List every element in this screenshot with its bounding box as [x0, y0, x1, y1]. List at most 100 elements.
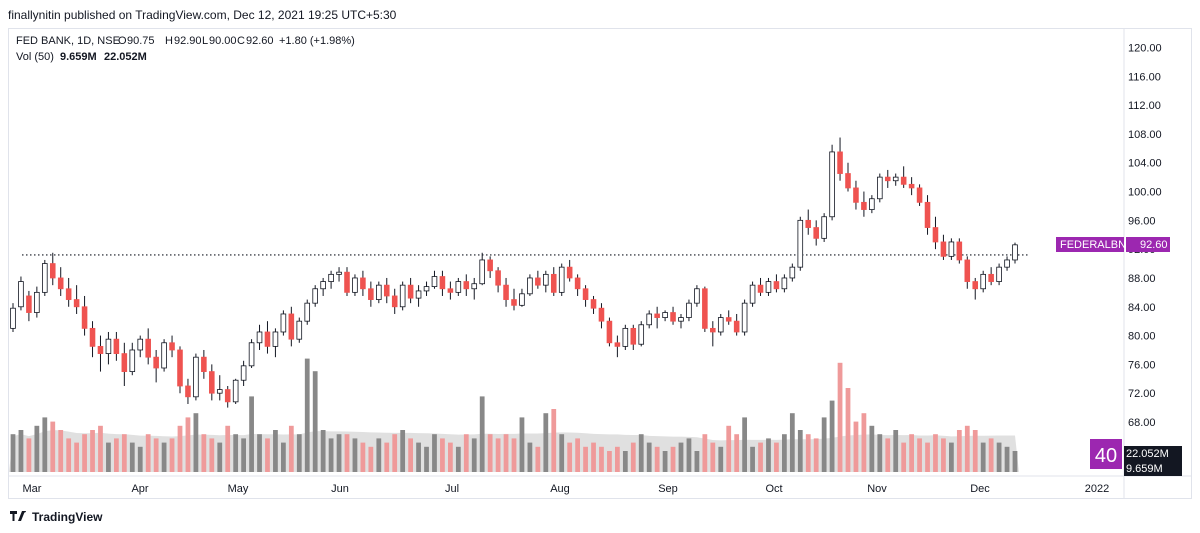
candle-body — [296, 320, 303, 340]
price-axis-tick: 112.00 — [1128, 100, 1161, 112]
price-axis-tick: 88.00 — [1128, 273, 1156, 285]
volume-bar — [98, 425, 103, 472]
candle-body — [884, 176, 891, 182]
candle-body — [376, 284, 382, 300]
candle — [177, 346, 183, 394]
volume-bar — [519, 417, 525, 472]
candle-body — [566, 266, 573, 279]
candle-body — [264, 331, 271, 347]
candle — [105, 331, 112, 365]
candle-body — [26, 295, 32, 313]
candle — [686, 299, 692, 322]
legend-low: 90.00 — [209, 35, 237, 47]
volume-bar — [432, 434, 437, 472]
candle — [733, 313, 740, 336]
volume-bar — [471, 438, 477, 472]
volume-bar — [503, 434, 509, 472]
candle — [789, 263, 796, 282]
candle — [574, 274, 581, 296]
volume-bar — [288, 425, 294, 472]
volume-bar — [10, 434, 16, 472]
volume-bar — [869, 425, 875, 472]
candle — [34, 286, 40, 318]
candle-body — [368, 288, 374, 300]
tradingview-logo-icon — [10, 511, 26, 521]
volume-bar — [153, 438, 159, 472]
candle-body — [972, 281, 979, 290]
candle-body — [622, 327, 629, 347]
candle-body — [383, 284, 390, 297]
candle-body — [399, 284, 406, 308]
chart-frame[interactable] — [8, 28, 1192, 499]
candle — [264, 321, 271, 354]
price-axis[interactable]: 120.00 116.00 112.00 108.00 104.00 100.00 96.0… — [1128, 43, 1162, 430]
candle-body — [956, 241, 963, 261]
volume-bar — [400, 430, 406, 472]
candle-body — [678, 317, 684, 322]
candle — [765, 277, 772, 296]
publish-line: finallynitin published on TradingView.co… — [8, 8, 397, 22]
volume-bar — [66, 438, 72, 472]
candle — [368, 281, 374, 307]
volume-bar — [638, 434, 644, 472]
volume-bar — [909, 434, 915, 472]
candle-body — [511, 299, 517, 306]
volume-bar — [1004, 446, 1010, 472]
candle-body — [813, 227, 819, 239]
candles — [10, 137, 1018, 408]
price-axis-tick: 84.00 — [1128, 302, 1156, 314]
volume-bar — [781, 434, 787, 472]
volume-bar — [336, 434, 342, 472]
volume-bar — [90, 430, 95, 472]
volume-bar — [607, 451, 612, 472]
badge-text: 40 — [1095, 445, 1117, 467]
time-axis-label: 2022 — [1085, 483, 1109, 495]
candle-body — [932, 227, 939, 243]
candle — [670, 306, 676, 325]
candle-body — [845, 173, 851, 189]
candle-body — [256, 331, 263, 344]
volume-bar — [686, 438, 692, 472]
candle — [209, 364, 215, 401]
candle — [646, 310, 652, 329]
candle — [845, 162, 851, 192]
candle — [924, 195, 931, 235]
volume-bar — [304, 358, 310, 472]
candle — [447, 281, 454, 300]
time-axis[interactable]: Mar Apr May Jun Jul Aug Sep Oct Nov Dec 2022 — [23, 483, 1110, 495]
volume-bar — [956, 430, 962, 472]
volume-bar — [877, 434, 883, 472]
candle — [121, 342, 128, 386]
candle — [694, 285, 700, 307]
candle-body — [439, 276, 446, 290]
candle — [304, 299, 311, 325]
volume-bar — [50, 421, 56, 472]
volume-bar — [885, 438, 891, 472]
candle — [543, 270, 549, 293]
candle — [376, 281, 382, 304]
volume-bar — [344, 434, 350, 472]
time-axis-label: Jul — [445, 483, 459, 495]
volume-bar — [599, 446, 604, 472]
candle — [813, 220, 819, 246]
volume-bar — [129, 442, 135, 472]
volume-bar — [575, 438, 581, 472]
badge-box — [1090, 439, 1122, 469]
candle-body — [702, 288, 708, 329]
volume-bar — [948, 442, 954, 472]
candle-body — [805, 219, 812, 228]
volume-bar — [312, 371, 318, 472]
volume-bar — [1012, 451, 1018, 472]
candle-body — [519, 293, 525, 306]
candle — [352, 274, 358, 296]
candle — [956, 238, 963, 264]
candle-body — [765, 281, 772, 293]
candle — [948, 238, 955, 260]
volume-bar — [901, 442, 907, 472]
volume-bar — [217, 442, 223, 472]
candle-body — [773, 281, 780, 290]
footer: TradingView — [10, 510, 102, 524]
volume-tags: 22.052M 9.659M — [1124, 446, 1182, 476]
candle-body — [280, 313, 287, 333]
